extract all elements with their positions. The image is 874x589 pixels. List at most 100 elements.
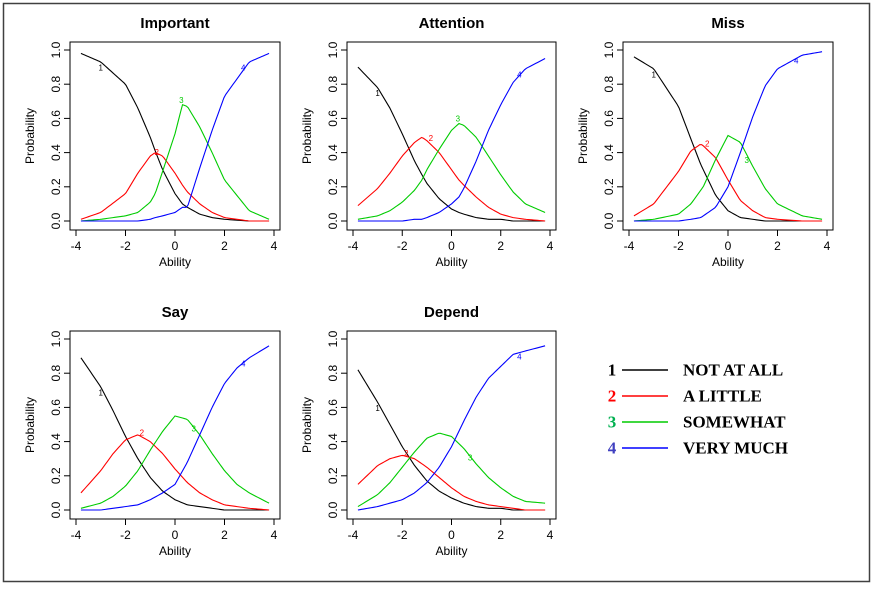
y-tick-label: 0.4 <box>49 144 63 161</box>
y-tick-label: 0.0 <box>326 212 340 229</box>
y-tick-label: 1.0 <box>49 41 63 58</box>
curve-label-3: 3 <box>192 424 197 433</box>
curve-label-4: 4 <box>241 63 246 72</box>
y-tick-label: 0.6 <box>49 110 63 127</box>
x-axis-label: Ability <box>159 544 191 558</box>
curve-label-4: 4 <box>517 70 522 79</box>
y-tick-label: 0.0 <box>326 501 340 518</box>
x-tick-label: 2 <box>221 528 228 542</box>
y-axis-label: Probability <box>300 397 314 453</box>
series-line-2 <box>80 434 270 511</box>
x-tick-label: 0 <box>448 239 455 253</box>
chart-panel-4: Depend -4 -2 0 2 4 0.0 0.2 0.4 0.6 0.8 1.0 Ability Pr… <box>300 304 557 558</box>
y-tick-label: 0.2 <box>326 467 340 484</box>
x-tick-label: -2 <box>673 239 684 253</box>
y-tick-label: 0.8 <box>49 365 63 382</box>
series-line-3 <box>357 432 546 508</box>
x-tick-label: 2 <box>497 528 504 542</box>
y-tick-label: 0.8 <box>326 365 340 382</box>
series-line-2 <box>80 152 270 222</box>
panel-title: Attention <box>419 15 485 32</box>
series-line-4 <box>357 345 546 511</box>
series-line-1 <box>357 369 546 511</box>
legend-label: SOMEWHAT <box>683 413 786 432</box>
chart-panel-0: Important -4 -2 0 2 4 0.0 0.2 0.4 0.6 0.8 1.0 Abilit… <box>23 15 281 269</box>
y-tick-label: 0.0 <box>49 212 63 229</box>
x-axis-label: Ability <box>159 255 191 269</box>
curve-label-3: 3 <box>456 115 461 124</box>
legend-label: A LITTLE <box>683 387 762 406</box>
curve-label-3: 3 <box>745 156 750 165</box>
legend-number: 1 <box>608 361 617 380</box>
curve-label-1: 1 <box>375 404 380 413</box>
y-tick-label: 0.6 <box>49 399 63 416</box>
legend-label: NOT AT ALL <box>683 361 783 380</box>
y-tick-label: 0.8 <box>49 76 63 93</box>
legend-label: VERY MUCH <box>683 439 788 458</box>
x-tick-label: 0 <box>448 528 455 542</box>
y-tick-label: 0.0 <box>602 212 616 229</box>
chart-panel-2: Miss -4 -2 0 2 4 0.0 0.2 0.4 0.6 0.8 1.0 Ability Prob… <box>576 15 834 269</box>
y-axis-label: Probability <box>300 108 314 164</box>
y-tick-label: 0.4 <box>326 433 340 450</box>
curve-label-2: 2 <box>404 449 409 458</box>
legend-item-1: 1 NOT AT ALL <box>608 361 783 380</box>
y-tick-label: 0.8 <box>602 76 616 93</box>
x-tick-label: 4 <box>271 528 278 542</box>
x-tick-label: -4 <box>71 239 82 253</box>
series-line-2 <box>357 454 546 511</box>
x-tick-label: 4 <box>547 528 554 542</box>
y-tick-label: 0.4 <box>49 433 63 450</box>
x-tick-label: 4 <box>824 239 831 253</box>
panel-title: Miss <box>711 15 744 32</box>
curve-label-2: 2 <box>154 148 159 157</box>
curve-label-1: 1 <box>375 89 380 98</box>
x-tick-label: 0 <box>172 528 179 542</box>
y-tick-label: 0.8 <box>326 76 340 93</box>
y-tick-label: 0.2 <box>49 467 63 484</box>
plot-panels: Important -4 -2 0 2 4 0.0 0.2 0.4 0.6 0.8 1.0 Abilit… <box>23 15 834 558</box>
series-line-4 <box>80 345 270 511</box>
x-tick-label: -4 <box>71 528 82 542</box>
legend: 1 NOT AT ALL 2 A LITTLE 3 SOMEWHAT 4 VERY MUCH <box>608 361 788 458</box>
y-tick-label: 0.0 <box>49 501 63 518</box>
y-axis-label: Probability <box>23 397 37 453</box>
y-tick-label: 0.6 <box>326 110 340 127</box>
series-line-2 <box>357 136 546 222</box>
x-tick-label: 2 <box>221 239 228 253</box>
x-axis-label: Ability <box>435 255 467 269</box>
panel-title: Important <box>140 15 209 32</box>
x-tick-label: 2 <box>774 239 781 253</box>
curve-label-1: 1 <box>652 70 657 79</box>
curve-label-2: 2 <box>429 134 434 143</box>
y-tick-label: 0.2 <box>49 178 63 195</box>
series-line-1 <box>633 56 823 222</box>
legend-item-3: 3 SOMEWHAT <box>608 413 787 432</box>
series-line-4 <box>80 52 270 222</box>
x-tick-label: -2 <box>120 239 131 253</box>
x-tick-label: -2 <box>397 239 408 253</box>
y-tick-label: 0.6 <box>326 399 340 416</box>
y-tick-label: 0.2 <box>326 178 340 195</box>
y-tick-label: 0.6 <box>602 110 616 127</box>
x-tick-label: -2 <box>397 528 408 542</box>
legend-number: 4 <box>608 439 617 458</box>
panel-title: Depend <box>424 304 479 321</box>
legend-item-4: 4 VERY MUCH <box>608 439 788 458</box>
chart-panel-1: Attention -4 -2 0 2 4 0.0 0.2 0.4 0.6 0.8 1.0 Abilit… <box>300 15 557 269</box>
y-tick-label: 0.4 <box>602 144 616 161</box>
curve-label-2: 2 <box>140 428 145 437</box>
curve-label-4: 4 <box>794 57 799 66</box>
curve-label-1: 1 <box>99 63 104 72</box>
series-line-3 <box>633 134 823 222</box>
curve-label-4: 4 <box>517 352 522 361</box>
x-axis-label: Ability <box>435 544 467 558</box>
curve-label-2: 2 <box>705 139 710 148</box>
curve-label-1: 1 <box>99 388 104 397</box>
y-tick-label: 1.0 <box>602 41 616 58</box>
panel-title: Say <box>162 304 189 321</box>
series-line-2 <box>633 144 823 222</box>
x-tick-label: 4 <box>271 239 278 253</box>
